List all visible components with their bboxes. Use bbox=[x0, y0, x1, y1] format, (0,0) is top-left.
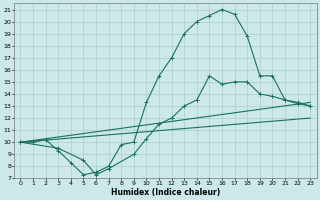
X-axis label: Humidex (Indice chaleur): Humidex (Indice chaleur) bbox=[111, 188, 220, 197]
